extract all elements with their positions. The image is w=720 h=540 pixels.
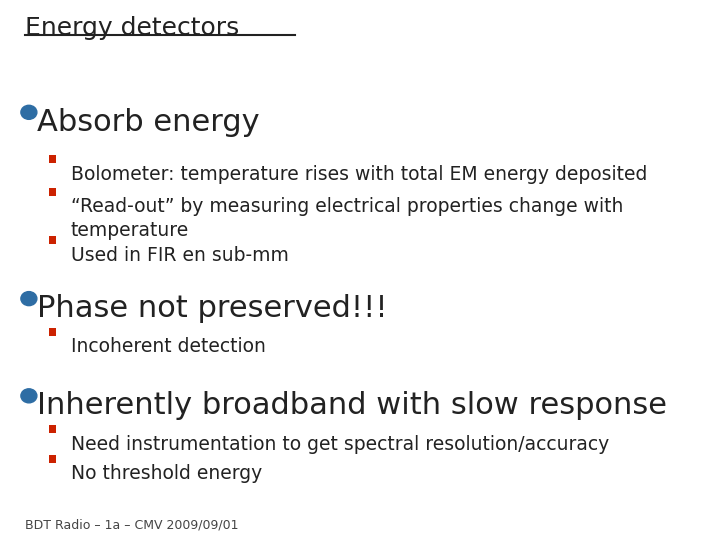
Text: Need instrumentation to get spectral resolution/accuracy: Need instrumentation to get spectral res… (71, 435, 609, 454)
Text: Inherently broadband with slow response: Inherently broadband with slow response (37, 392, 667, 421)
Text: Absorb energy: Absorb energy (37, 108, 259, 137)
FancyBboxPatch shape (49, 426, 55, 433)
Text: “Read-out” by measuring electrical properties change with
temperature: “Read-out” by measuring electrical prope… (71, 197, 623, 240)
Circle shape (21, 292, 37, 306)
Text: Bolometer: temperature rises with total EM energy deposited: Bolometer: temperature rises with total … (71, 165, 647, 184)
Circle shape (21, 105, 37, 119)
FancyBboxPatch shape (49, 455, 55, 463)
FancyBboxPatch shape (49, 188, 55, 195)
Text: BDT Radio – 1a – CMV 2009/09/01: BDT Radio – 1a – CMV 2009/09/01 (24, 519, 238, 532)
Text: Phase not preserved!!!: Phase not preserved!!! (37, 294, 387, 323)
FancyBboxPatch shape (49, 328, 55, 336)
Circle shape (21, 389, 37, 403)
Text: No threshold energy: No threshold energy (71, 464, 262, 483)
Text: Incoherent detection: Incoherent detection (71, 338, 266, 356)
Text: Energy detectors: Energy detectors (24, 16, 239, 40)
Text: Used in FIR en sub-mm: Used in FIR en sub-mm (71, 246, 289, 265)
FancyBboxPatch shape (49, 237, 55, 244)
FancyBboxPatch shape (49, 156, 55, 163)
